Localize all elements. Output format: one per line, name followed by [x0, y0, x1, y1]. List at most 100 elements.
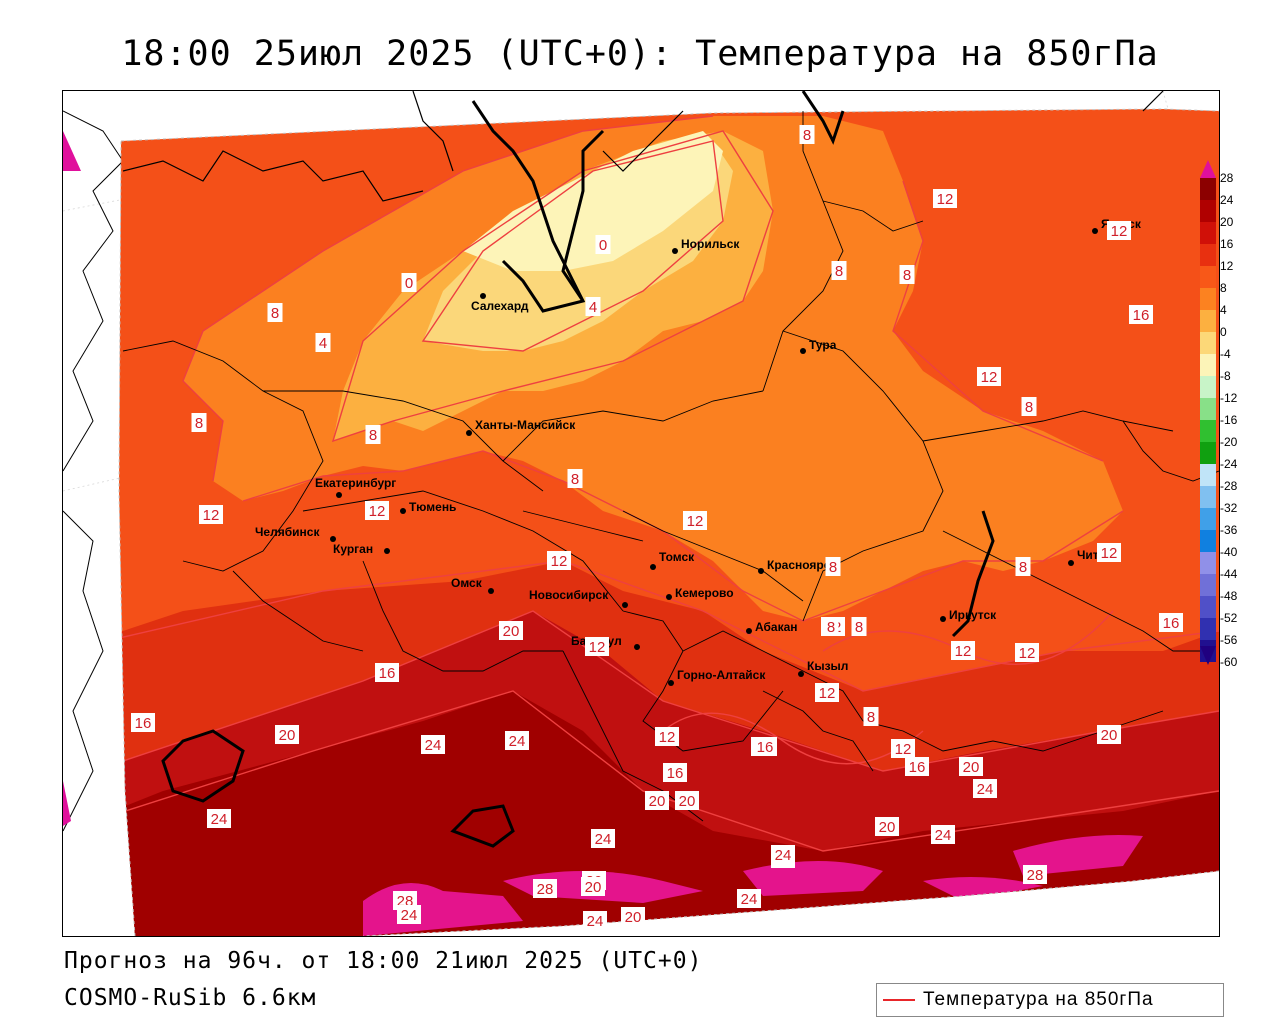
city-label[interactable]: Тура — [809, 338, 837, 352]
model-info: COSMO-RuSib 6.6км — [64, 985, 317, 1011]
forecast-info: Прогноз на 96ч. от 18:00 21июл 2025 (UTC… — [64, 948, 703, 974]
isotherm-label-box — [1107, 221, 1131, 240]
city-dot — [466, 430, 472, 436]
isotherm-label-box — [863, 707, 879, 726]
isotherm-label-box — [315, 333, 331, 352]
isotherm-label-box — [585, 297, 601, 316]
isotherm-label-box — [275, 725, 299, 744]
legend-tick-label: -28 — [1220, 479, 1238, 493]
city-dot — [668, 680, 674, 686]
legend-tick-label: -12 — [1220, 391, 1238, 405]
isotherm-label: 4 — [589, 299, 597, 316]
city-label[interactable]: Курган — [333, 542, 373, 556]
legend-tick-label: -4 — [1220, 347, 1231, 361]
isotherm-label: 24 — [741, 891, 758, 908]
isotherm-label-box — [567, 469, 583, 488]
isotherm-label: 8 — [369, 427, 377, 444]
isotherm-label: 16 — [909, 759, 926, 776]
city-label[interactable]: Кызыл — [807, 659, 848, 673]
isotherm-label-box — [891, 739, 915, 758]
isotherm-label: 8 — [803, 127, 811, 144]
isotherm-label-box — [583, 911, 607, 930]
legend-swatch — [1200, 354, 1216, 376]
city-label[interactable]: Салехард — [471, 299, 529, 313]
temp-band-28 — [923, 877, 1043, 901]
city-label[interactable]: Кемерово — [675, 586, 734, 600]
city-label[interactable]: Красноярск — [767, 558, 837, 572]
isotherm-label: 28 — [537, 881, 554, 898]
city-label[interactable]: Челябинск — [255, 525, 320, 539]
isotherm-label: 16 — [667, 765, 684, 782]
isotherm-label-box — [663, 763, 687, 782]
coast-detail — [122, 91, 1164, 202]
isotherm-label: 12 — [203, 507, 220, 524]
isotherm-label-box — [799, 125, 815, 144]
city-label[interactable]: Иркутск — [949, 608, 997, 622]
isotherm-label-box — [683, 511, 707, 530]
isotherm-label-box — [581, 877, 605, 896]
isotherm-label: 8 — [903, 267, 911, 284]
isotherm-label: 24 — [977, 781, 994, 798]
city-label[interactable]: Горно-Алтайск — [677, 668, 766, 682]
city-dot — [1068, 560, 1074, 566]
isotherm-label-box — [899, 265, 915, 284]
legend-bottom-arrow — [1200, 646, 1216, 665]
isotherm-label: 8 — [1025, 399, 1033, 416]
isotherm-label-box — [973, 779, 997, 798]
isotherm-label-box — [675, 791, 699, 810]
isotherm-label-box — [959, 757, 983, 776]
legend-swatch — [1200, 530, 1216, 552]
city-dot — [634, 644, 640, 650]
city-label[interactable]: Тюмень — [409, 500, 456, 514]
city-label[interactable]: Томск — [659, 550, 695, 564]
isotherm-label: 12 — [659, 729, 676, 746]
legend-swatch — [1200, 244, 1216, 266]
temp-band-8 — [183, 116, 1123, 621]
isotherm-label-box — [1129, 305, 1153, 324]
legend-tick-label: -20 — [1220, 435, 1238, 449]
city-label[interactable]: Абакан — [755, 620, 798, 634]
legend-swatch — [1200, 178, 1216, 200]
isotherm-label-box — [1021, 397, 1037, 416]
isotherm-label: 12 — [1019, 645, 1036, 662]
legend-swatch — [1200, 332, 1216, 354]
city-label[interactable]: Новосибирск — [529, 588, 609, 602]
city-dot — [800, 348, 806, 354]
city-label[interactable]: Ханты-Мансийск — [475, 418, 576, 432]
isotherm-label: 12 — [981, 369, 998, 386]
isotherm-label-box — [1023, 865, 1047, 884]
city-label[interactable]: Екатеринбург — [315, 476, 396, 490]
isotherm-label-box — [621, 907, 645, 926]
city-dot — [758, 568, 764, 574]
legend-swatch — [1200, 442, 1216, 464]
isotherm-label-box — [1159, 613, 1183, 632]
isotherm-label: 0 — [599, 237, 607, 254]
legend-swatch — [1200, 618, 1216, 640]
legend-swatch — [1200, 486, 1216, 508]
legend-tick-label: 0 — [1220, 325, 1227, 339]
isotherm-label-box — [401, 273, 417, 292]
isotherm-label: 20 — [625, 909, 642, 926]
isotherm-label: 12 — [369, 503, 386, 520]
isotherm-label-box — [815, 683, 839, 702]
legend-swatch — [1200, 376, 1216, 398]
isotherm-label: 4 — [319, 335, 327, 352]
isotherm-label-box — [931, 825, 955, 844]
legend-tick-label: 24 — [1220, 193, 1234, 207]
color-legend: 28 24 20 16 12 8 4 0 -4 -8 -12 -16 -20 -24 -28 -32 -36 -4… — [1200, 160, 1238, 669]
legend-swatch — [1200, 596, 1216, 618]
isotherm-label-box — [591, 829, 615, 848]
city-label[interactable]: Омск — [451, 576, 483, 590]
isotherm-label: 8 — [571, 471, 579, 488]
isotherm-label: 16 — [1163, 615, 1180, 632]
legend-tick-label: 28 — [1220, 171, 1234, 185]
isotherm-label: 16 — [135, 715, 152, 732]
isotherm-label: 20 — [679, 793, 696, 810]
isotherm-label: 8 — [855, 619, 863, 636]
temperature-map[interactable]: ЯкутскНорильскСалехардТураХанты-Мансийск… — [62, 90, 1220, 937]
city-label[interactable]: Норильск — [681, 237, 740, 251]
isotherm-label-box — [191, 413, 207, 432]
isotherm-label-box — [585, 637, 609, 656]
legend-tick-label: -48 — [1220, 589, 1238, 603]
legend-swatch — [1200, 310, 1216, 332]
